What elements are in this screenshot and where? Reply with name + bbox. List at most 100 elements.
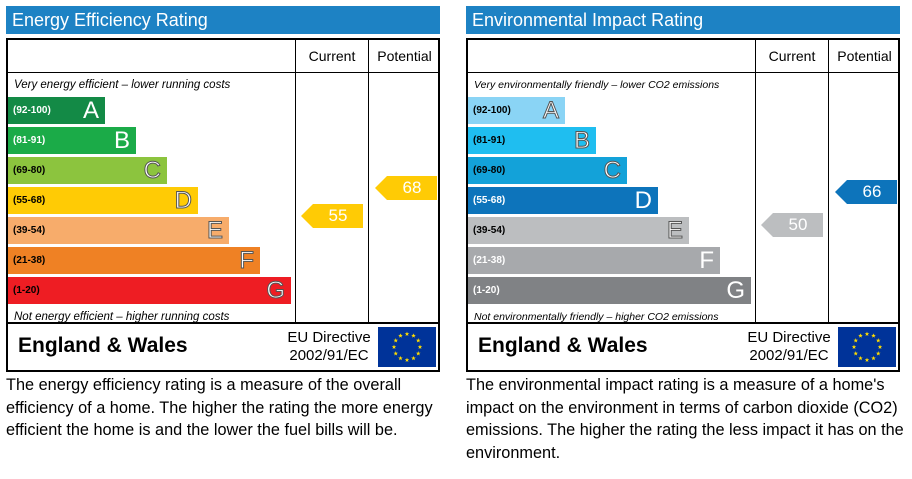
band-letter: C bbox=[143, 157, 161, 185]
potential-rating-arrow: 68 bbox=[375, 176, 437, 200]
column-divider bbox=[295, 40, 296, 322]
column-divider bbox=[828, 40, 829, 322]
eu-star-icon bbox=[411, 355, 416, 361]
band-range-label: (21-38) bbox=[13, 255, 46, 266]
band-range-label: (55-68) bbox=[13, 195, 46, 206]
eu-star-icon bbox=[853, 351, 859, 356]
band-letter: G bbox=[266, 277, 286, 305]
eu-directive-line-1: EU Directive bbox=[747, 329, 831, 346]
band-letter: E bbox=[206, 217, 223, 245]
eu-star-icon bbox=[391, 344, 397, 349]
rating-band-e: (39-54) E bbox=[8, 217, 229, 245]
environmental-footer: England & Wales EU Directive 2002/91/EC bbox=[466, 324, 900, 372]
energy-efficiency-description: The energy efficiency rating is a measur… bbox=[6, 376, 433, 439]
arrow-tip bbox=[301, 204, 313, 228]
bottom-note: Not environmentally friendly – higher CO… bbox=[474, 311, 719, 323]
eu-star-icon bbox=[853, 338, 859, 343]
eu-star-icon bbox=[415, 351, 421, 356]
rating-band-d: (55-68) D bbox=[8, 187, 198, 215]
column-divider bbox=[368, 40, 369, 322]
environmental-impact-chart: Current Potential Very environmentally f… bbox=[466, 38, 900, 324]
rating-band-c: (69-80) C bbox=[468, 157, 627, 185]
eu-directive-line-1: EU Directive bbox=[287, 329, 371, 346]
rating-band-b: (81-91) B bbox=[468, 127, 596, 155]
rating-band-g: (1-20) G bbox=[468, 277, 751, 304]
arrow-tip bbox=[835, 180, 847, 205]
band-range-label: (55-68) bbox=[473, 195, 506, 206]
eu-star-icon bbox=[875, 338, 881, 343]
current-rating-arrow: 50 bbox=[761, 213, 823, 238]
band-range-label: (39-54) bbox=[13, 225, 46, 236]
potential-rating-value: 66 bbox=[847, 180, 897, 205]
eu-directive: EU Directive 2002/91/EC bbox=[744, 329, 834, 365]
eu-star-icon bbox=[404, 357, 410, 362]
eu-star-icon bbox=[877, 344, 883, 349]
band-range-label: (39-54) bbox=[473, 225, 506, 236]
potential-rating-arrow: 66 bbox=[835, 180, 897, 205]
eu-flag-icon bbox=[378, 327, 436, 367]
band-letter: A bbox=[82, 97, 99, 124]
energy-efficiency-panel: Energy Efficiency Rating Current Potenti… bbox=[6, 6, 440, 372]
bottom-note: Not energy efficient – higher running co… bbox=[14, 311, 230, 323]
band-letter: F bbox=[239, 247, 255, 275]
eu-star-icon bbox=[393, 338, 399, 343]
rating-band-a: (92-100) A bbox=[8, 97, 105, 124]
band-letter: G bbox=[726, 277, 745, 304]
rating-band-a: (92-100) A bbox=[468, 97, 565, 125]
rating-band-g: (1-20) G bbox=[8, 277, 291, 305]
band-range-label: (1-20) bbox=[13, 285, 40, 296]
potential-column-header: Potential bbox=[837, 48, 892, 64]
band-range-label: (69-80) bbox=[473, 165, 506, 176]
eu-star-icon bbox=[864, 357, 870, 362]
rating-band-d: (55-68) D bbox=[468, 187, 658, 214]
band-range-label: (81-91) bbox=[13, 135, 46, 146]
region-label: England & Wales bbox=[18, 334, 188, 357]
eu-star-icon bbox=[398, 333, 403, 338]
rating-band-f: (21-38) F bbox=[468, 247, 720, 274]
eu-star-icon bbox=[871, 333, 876, 338]
eu-star-icon bbox=[411, 333, 416, 338]
band-range-label: (1-20) bbox=[473, 285, 500, 296]
rating-band-e: (39-54) E bbox=[468, 217, 689, 245]
band-letter: B bbox=[573, 127, 590, 155]
eu-star-icon bbox=[415, 338, 421, 343]
eu-directive-line-2: 2002/91/EC bbox=[749, 347, 829, 364]
eu-star-icon bbox=[393, 351, 399, 356]
rating-band-c: (69-80) C bbox=[8, 157, 167, 185]
band-range-label: (92-100) bbox=[13, 105, 51, 116]
header-divider bbox=[468, 72, 898, 73]
band-letter: D bbox=[634, 187, 652, 214]
band-letter: E bbox=[666, 217, 683, 245]
band-letter: B bbox=[113, 127, 130, 154]
band-letter: A bbox=[542, 97, 559, 125]
eu-star-icon bbox=[875, 351, 881, 356]
current-rating-value: 50 bbox=[773, 213, 823, 238]
eu-star-icon bbox=[858, 355, 863, 361]
band-letter: D bbox=[174, 187, 192, 215]
top-note: Very energy efficient – lower running co… bbox=[14, 79, 231, 91]
header-divider bbox=[8, 72, 438, 73]
column-divider bbox=[755, 40, 756, 322]
top-note: Very environmentally friendly – lower CO… bbox=[474, 79, 720, 91]
potential-column-header: Potential bbox=[377, 48, 432, 64]
energy-footer: England & Wales EU Directive 2002/91/EC bbox=[6, 324, 440, 372]
eu-flag-icon bbox=[838, 327, 896, 367]
region-label: England & Wales bbox=[478, 334, 648, 357]
environmental-impact-description: The environmental impact rating is a mea… bbox=[466, 376, 904, 462]
current-column-header: Current bbox=[308, 48, 356, 64]
arrow-tip bbox=[375, 176, 387, 200]
current-rating-value: 55 bbox=[313, 204, 363, 228]
band-letter: C bbox=[603, 157, 621, 185]
arrow-tip bbox=[761, 213, 773, 238]
eu-star-icon bbox=[858, 333, 863, 338]
eu-star-icon bbox=[851, 344, 857, 349]
eu-directive-line-2: 2002/91/EC bbox=[289, 347, 369, 364]
environmental-impact-panel: Environmental Impact Rating Current Pote… bbox=[466, 6, 900, 372]
eu-star-icon bbox=[864, 331, 870, 336]
eu-star-icon bbox=[871, 355, 876, 361]
eu-star-icon bbox=[404, 331, 410, 336]
band-letter: F bbox=[699, 247, 714, 274]
eu-star-icon bbox=[417, 344, 423, 349]
band-range-label: (81-91) bbox=[473, 135, 506, 146]
band-range-label: (92-100) bbox=[473, 105, 511, 116]
